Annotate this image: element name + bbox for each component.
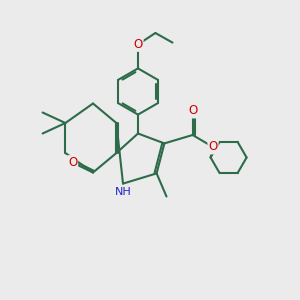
Text: O: O	[208, 140, 217, 154]
Text: NH: NH	[115, 187, 131, 197]
Text: O: O	[188, 104, 197, 118]
Text: O: O	[68, 156, 77, 169]
Text: O: O	[134, 38, 142, 51]
